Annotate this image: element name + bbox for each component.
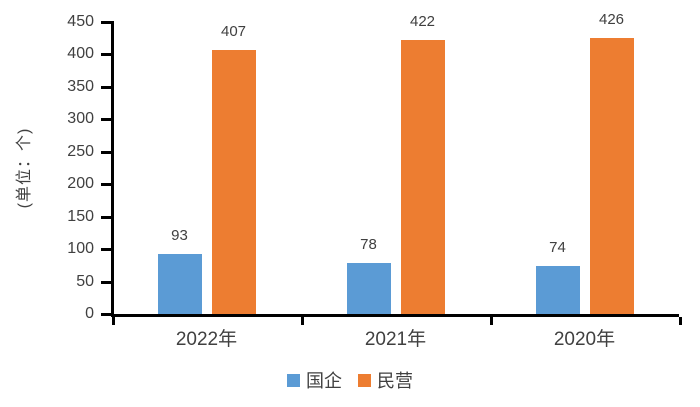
legend-label: 国企	[306, 371, 342, 391]
x-axis-tick	[490, 317, 493, 325]
y-axis-tick	[101, 21, 114, 24]
y-axis-tick	[101, 118, 114, 122]
bar-value-label: 407	[220, 22, 247, 40]
x-axis-tick	[301, 317, 304, 325]
y-axis-tick-label: 150	[67, 207, 94, 225]
legend-swatch	[358, 373, 371, 387]
y-axis-tick-label: 100	[67, 240, 94, 258]
bar	[535, 265, 580, 314]
y-axis-tick-label: 0	[85, 305, 94, 322]
legend-swatch	[287, 373, 300, 387]
y-axis-tick-label: 250	[67, 142, 94, 160]
y-axis-line	[111, 22, 114, 317]
legend-item: 国企	[287, 367, 342, 393]
legend: 国企 民营	[0, 367, 700, 393]
y-axis-title: (单位：个)	[16, 127, 33, 209]
x-axis-category-label: 2020年	[553, 329, 616, 350]
bar	[589, 37, 634, 314]
y-axis-tick	[101, 53, 114, 57]
y-axis-tick	[101, 215, 114, 219]
x-axis-tick	[112, 317, 115, 325]
y-axis-tick	[101, 280, 114, 284]
y-axis-tick	[101, 85, 114, 89]
y-axis-tick-label: 300	[67, 110, 94, 128]
legend-item: 民营	[358, 367, 413, 393]
bar	[211, 49, 256, 314]
x-axis-line	[111, 314, 679, 317]
bar-value-label: 78	[360, 236, 377, 254]
bar-value-label: 93	[171, 226, 188, 244]
bar	[400, 40, 445, 314]
y-axis-tick	[101, 248, 114, 252]
y-axis-tick-label: 200	[67, 175, 94, 193]
x-axis-category-label: 2022年	[175, 329, 238, 350]
x-axis-tick	[679, 317, 682, 325]
y-axis-tick-label: 450	[67, 13, 94, 30]
y-axis-tick	[101, 150, 114, 154]
bar	[157, 253, 202, 314]
bar-value-label: 426	[598, 10, 625, 28]
y-axis-tick-label: 350	[67, 77, 94, 95]
bar-value-label: 74	[549, 238, 566, 256]
y-axis-tick-label: 50	[76, 272, 94, 290]
y-axis-tick	[101, 313, 114, 316]
bar-value-label: 422	[409, 13, 436, 31]
bar	[346, 263, 391, 314]
y-axis-tick-label: 400	[67, 45, 94, 63]
legend-label: 民营	[377, 371, 413, 391]
x-axis-category-label: 2021年	[364, 329, 427, 350]
y-axis-tick	[101, 183, 114, 187]
